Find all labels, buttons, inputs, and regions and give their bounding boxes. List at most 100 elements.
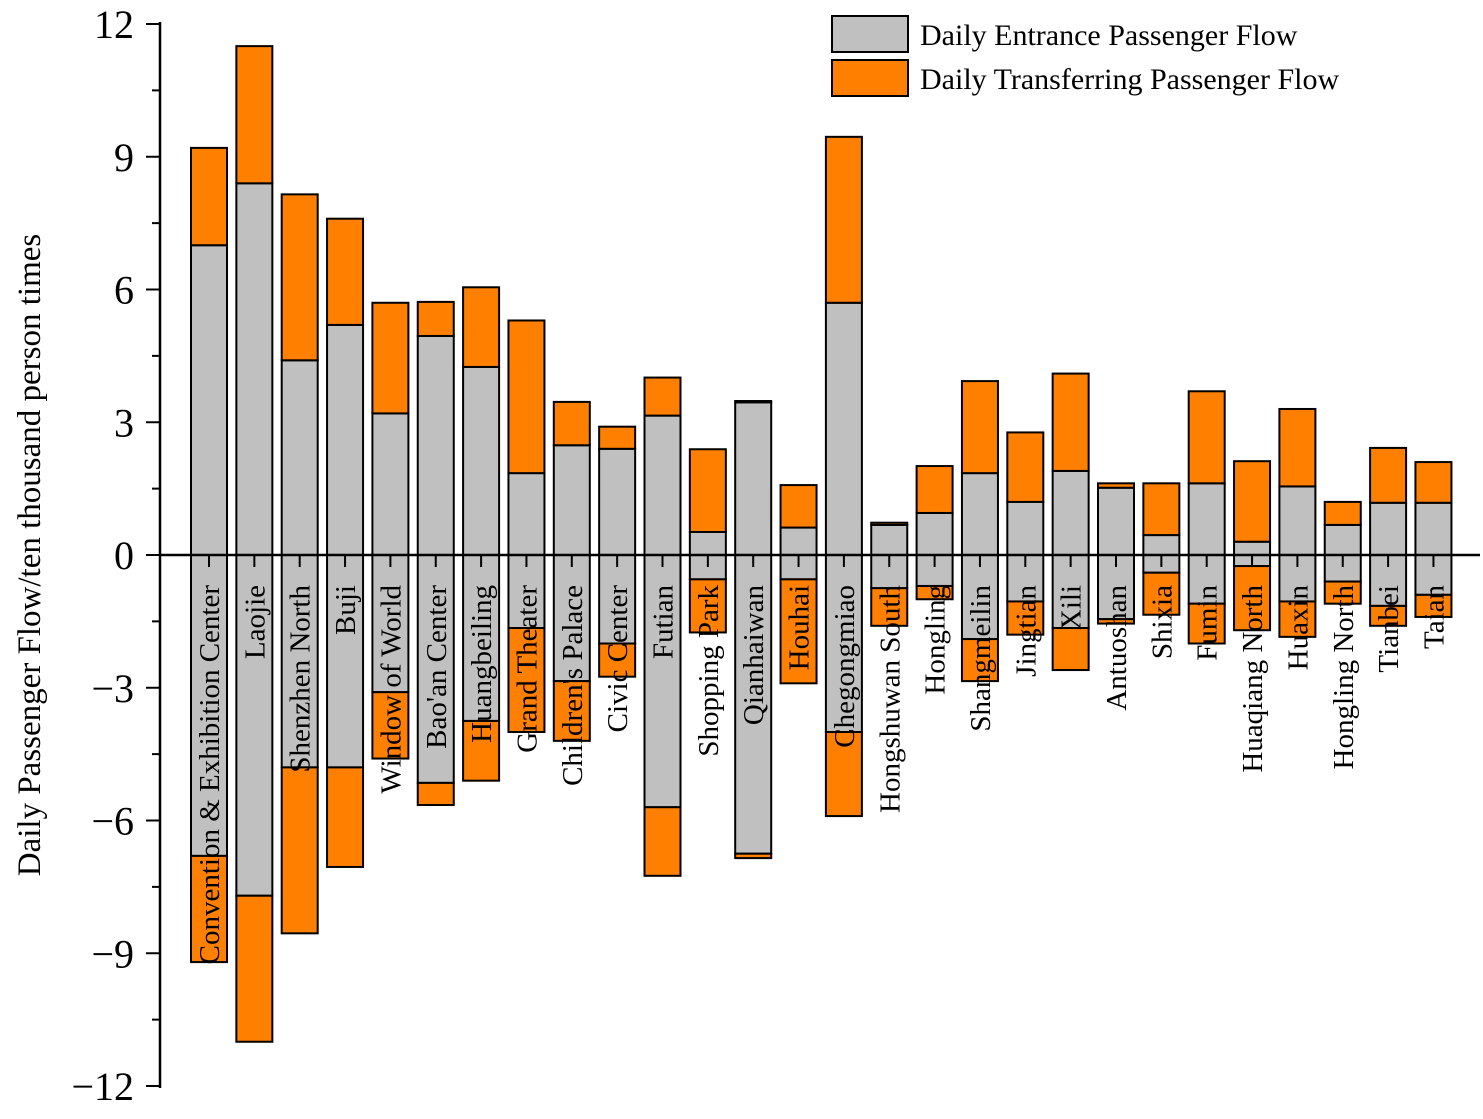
- category-label: Fumin: [1192, 585, 1224, 661]
- bars-layer: [190, 45, 1453, 1043]
- category-label: Antuoshan: [1101, 585, 1133, 711]
- bar-transfer-negative: [870, 587, 909, 627]
- bar-entrance-negative: [643, 554, 682, 809]
- bar-transfer-positive: [1414, 461, 1453, 504]
- category-label: Buji: [330, 585, 362, 635]
- bar-entrance-negative: [190, 554, 228, 857]
- bar-entrance-positive: [280, 359, 319, 556]
- bar-entrance-positive: [824, 301, 863, 556]
- bar-transfer-negative: [235, 894, 274, 1043]
- bar-transfer-negative: [462, 719, 501, 782]
- category-label: Huangbeiling: [466, 585, 498, 743]
- bar-transfer-negative: [688, 578, 727, 634]
- category-label: Huaxin: [1282, 585, 1314, 671]
- bar-transfer-negative: [1006, 600, 1045, 636]
- category-label: Taian: [1418, 585, 1450, 649]
- bar-transfer-negative: [1142, 571, 1181, 616]
- bar-entrance-positive: [326, 323, 365, 556]
- bar-transfer-negative: [507, 627, 546, 734]
- y-tick-label: −12: [71, 1064, 134, 1109]
- bar-entrance-positive: [1142, 534, 1181, 557]
- y-tick-label: 9: [114, 135, 134, 180]
- bar-transfer-positive: [643, 376, 682, 417]
- bar-transfer-negative: [1278, 600, 1317, 638]
- bar-transfer-positive: [371, 301, 410, 415]
- category-label: Window of World: [375, 585, 407, 794]
- bar-entrance-negative: [824, 554, 863, 733]
- bar-transfer-positive: [915, 465, 954, 514]
- category-label: Tianbei: [1373, 585, 1405, 673]
- bar-entrance-negative: [960, 554, 999, 641]
- legend-label: Daily Entrance Passenger Flow: [920, 19, 1298, 52]
- bar-transfer-negative: [824, 731, 863, 818]
- bar-transfer-negative: [779, 578, 818, 685]
- bar-entrance-positive: [1051, 469, 1090, 556]
- legend-swatch: [831, 59, 909, 97]
- bar-transfer-positive: [280, 193, 319, 362]
- bar-entrance-positive: [1233, 540, 1272, 556]
- bar-transfer-negative: [1323, 580, 1362, 605]
- category-label: Chegongmiao: [829, 585, 861, 748]
- bar-transfer-positive: [462, 286, 501, 368]
- bar-entrance-positive: [507, 472, 546, 557]
- bar-transfer-positive: [1006, 431, 1045, 503]
- y-tick-label: 0: [114, 533, 134, 578]
- bar-transfer-negative: [1369, 604, 1408, 627]
- legend-label: Daily Transferring Passenger Flow: [920, 63, 1339, 96]
- bar-entrance-positive: [643, 414, 682, 556]
- category-label: Futian: [648, 585, 680, 660]
- bar-entrance-positive: [235, 182, 274, 557]
- bar-entrance-positive: [779, 526, 818, 557]
- bar-transfer-positive: [734, 400, 773, 404]
- bar-entrance-positive: [734, 401, 773, 556]
- bar-entrance-negative: [734, 554, 773, 855]
- bar-transfer-positive: [779, 484, 818, 529]
- bar-transfer-positive: [1097, 482, 1135, 489]
- y-tick-label: 3: [114, 400, 134, 445]
- bar-entrance-positive: [1006, 500, 1045, 556]
- bar-transfer-negative: [960, 638, 999, 683]
- bar-transfer-positive: [1142, 482, 1181, 537]
- y-tick-label: 12: [94, 2, 134, 47]
- legend-swatch: [831, 15, 909, 53]
- bar-transfer-negative: [280, 766, 319, 935]
- bar-entrance-positive: [1323, 523, 1362, 556]
- category-labels-layer: Convention & Exhibition Center Laojie Shen…: [194, 585, 1450, 965]
- bar-entrance-negative: [507, 554, 546, 630]
- category-label: Shopping Park: [693, 585, 725, 757]
- category-label: Shenzhen North: [285, 585, 317, 773]
- legend: Daily Entrance Passenger Flow Daily Trans…: [831, 15, 1339, 97]
- bar-transfer-negative: [371, 691, 410, 760]
- bar-transfer-positive: [1233, 460, 1272, 543]
- bar-entrance-positive: [1097, 486, 1135, 556]
- bar-entrance-positive: [598, 447, 637, 556]
- category-label: Hongling North: [1328, 585, 1360, 770]
- bar-entrance-positive: [1187, 482, 1226, 556]
- axes-layer: 12 9 6 3 0 −3 −6 −9 −12: [71, 2, 1480, 1109]
- bar-entrance-positive: [1414, 501, 1453, 557]
- bar-transfer-positive: [1051, 372, 1090, 472]
- bar-transfer-negative: [552, 680, 591, 742]
- bar-transfer-positive: [1278, 407, 1317, 488]
- bar-transfer-positive: [960, 380, 999, 475]
- bar-transfer-positive: [598, 425, 637, 450]
- category-label: Civic Center: [602, 585, 634, 733]
- bar-entrance-positive: [416, 334, 455, 556]
- bar-entrance-positive: [870, 523, 909, 556]
- bar-entrance-positive: [915, 511, 954, 557]
- bar-transfer-positive: [1369, 446, 1408, 504]
- category-label: Huaqiang North: [1237, 585, 1269, 773]
- bar-entrance-positive: [1369, 501, 1408, 557]
- category-label: Grand Theater: [511, 585, 543, 753]
- y-tick-label: −9: [91, 931, 134, 976]
- category-label: Hongling: [920, 585, 952, 695]
- category-label: Hongshuwan South: [874, 585, 906, 813]
- bar-transfer-positive: [688, 448, 727, 533]
- bar-entrance-negative: [416, 554, 455, 784]
- category-label: Xili: [1056, 585, 1088, 630]
- bar-transfer-positive: [416, 300, 455, 337]
- category-label: Bao'an Center: [421, 585, 453, 749]
- category-label: Houhai: [784, 585, 816, 670]
